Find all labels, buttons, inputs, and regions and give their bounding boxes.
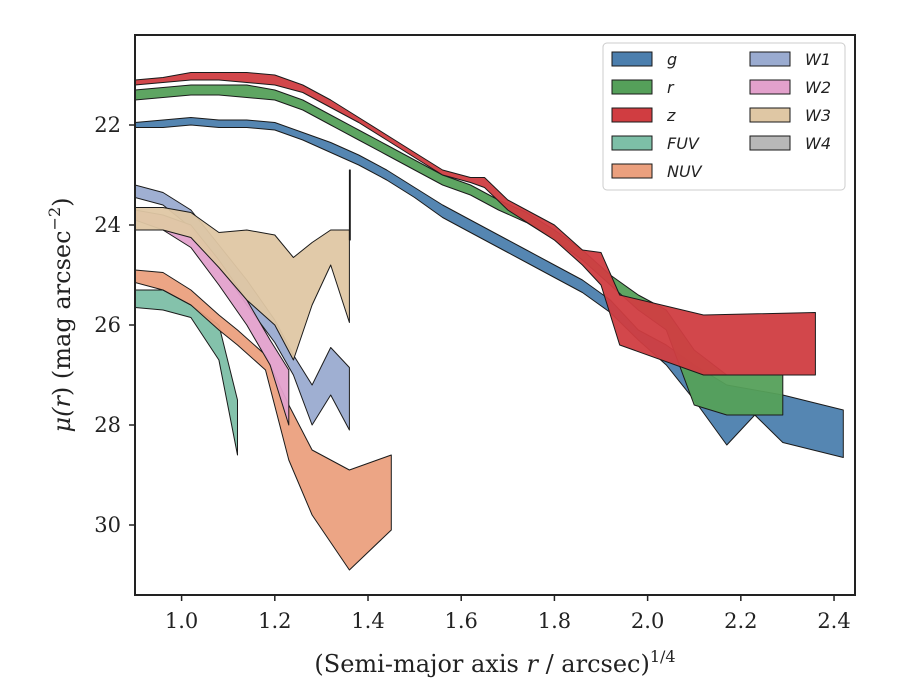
legend-label: g [667,50,677,69]
band-w4 [348,169,351,241]
legend-swatch [749,79,791,95]
legend-label: r [667,78,675,97]
legend-swatch [749,135,791,151]
band-g [135,117,844,458]
x-tick-label: 1.4 [351,609,384,633]
series-bands [135,72,844,571]
legend-swatch [611,79,653,95]
y-tick-label: 30 [94,513,121,537]
band-z [135,72,816,376]
y-tick-label: 28 [94,413,121,437]
legend-label: FUV [667,134,700,153]
y-tick-label: 24 [94,213,121,237]
y-axis-label: μ(r) (mag arcsec−2) [45,197,76,432]
x-axis: 1.0 1.2 1.4 1.6 1.8 2.0 2.2 2.4 [165,595,851,633]
y-tick-label: 26 [94,313,121,337]
y-axis: 22 24 26 28 30 [94,113,135,537]
legend-label: z [666,106,676,125]
legend-item-w2: W2 [749,78,831,97]
band-w3 [135,207,350,361]
legend-label: W3 [805,106,831,125]
legend-swatch [749,107,791,123]
legend-item-r: r [611,78,675,97]
legend-label: W4 [805,134,831,153]
legend-label: W2 [805,78,831,97]
legend-swatch [611,135,653,151]
legend-item-fuv: FUV [611,134,700,153]
legend-item-z: z [611,106,676,125]
legend-item-w1: W1 [749,50,831,69]
legend-swatch [611,51,653,67]
legend-item-g: g [611,50,677,69]
legend-item-nuv: NUV [611,162,703,181]
band-r [135,84,784,416]
x-tick-label: 1.2 [258,609,291,633]
x-tick-label: 1.0 [165,609,198,633]
x-tick-label: 1.6 [445,609,478,633]
x-tick-label: 1.8 [538,609,571,633]
legend-item-w3: W3 [749,106,831,125]
legend-label: NUV [667,162,703,181]
legend-item-w4: W4 [749,134,831,153]
x-axis-label: (Semi-major axis r / arcsec)1/4 [314,647,675,678]
x-tick-label: 2.4 [817,609,850,633]
band-nuv [135,269,392,571]
legend-swatch [611,107,653,123]
x-tick-label: 2.2 [724,609,757,633]
legend-swatch [749,51,791,67]
legend-swatch [611,163,653,179]
x-tick-label: 2.0 [631,609,664,633]
legend-label: W1 [805,50,831,69]
legend: grz FUV NUV W1 W2 W3 W4 [602,42,846,191]
plot-frame [134,34,856,596]
y-tick-label: 22 [94,113,121,137]
